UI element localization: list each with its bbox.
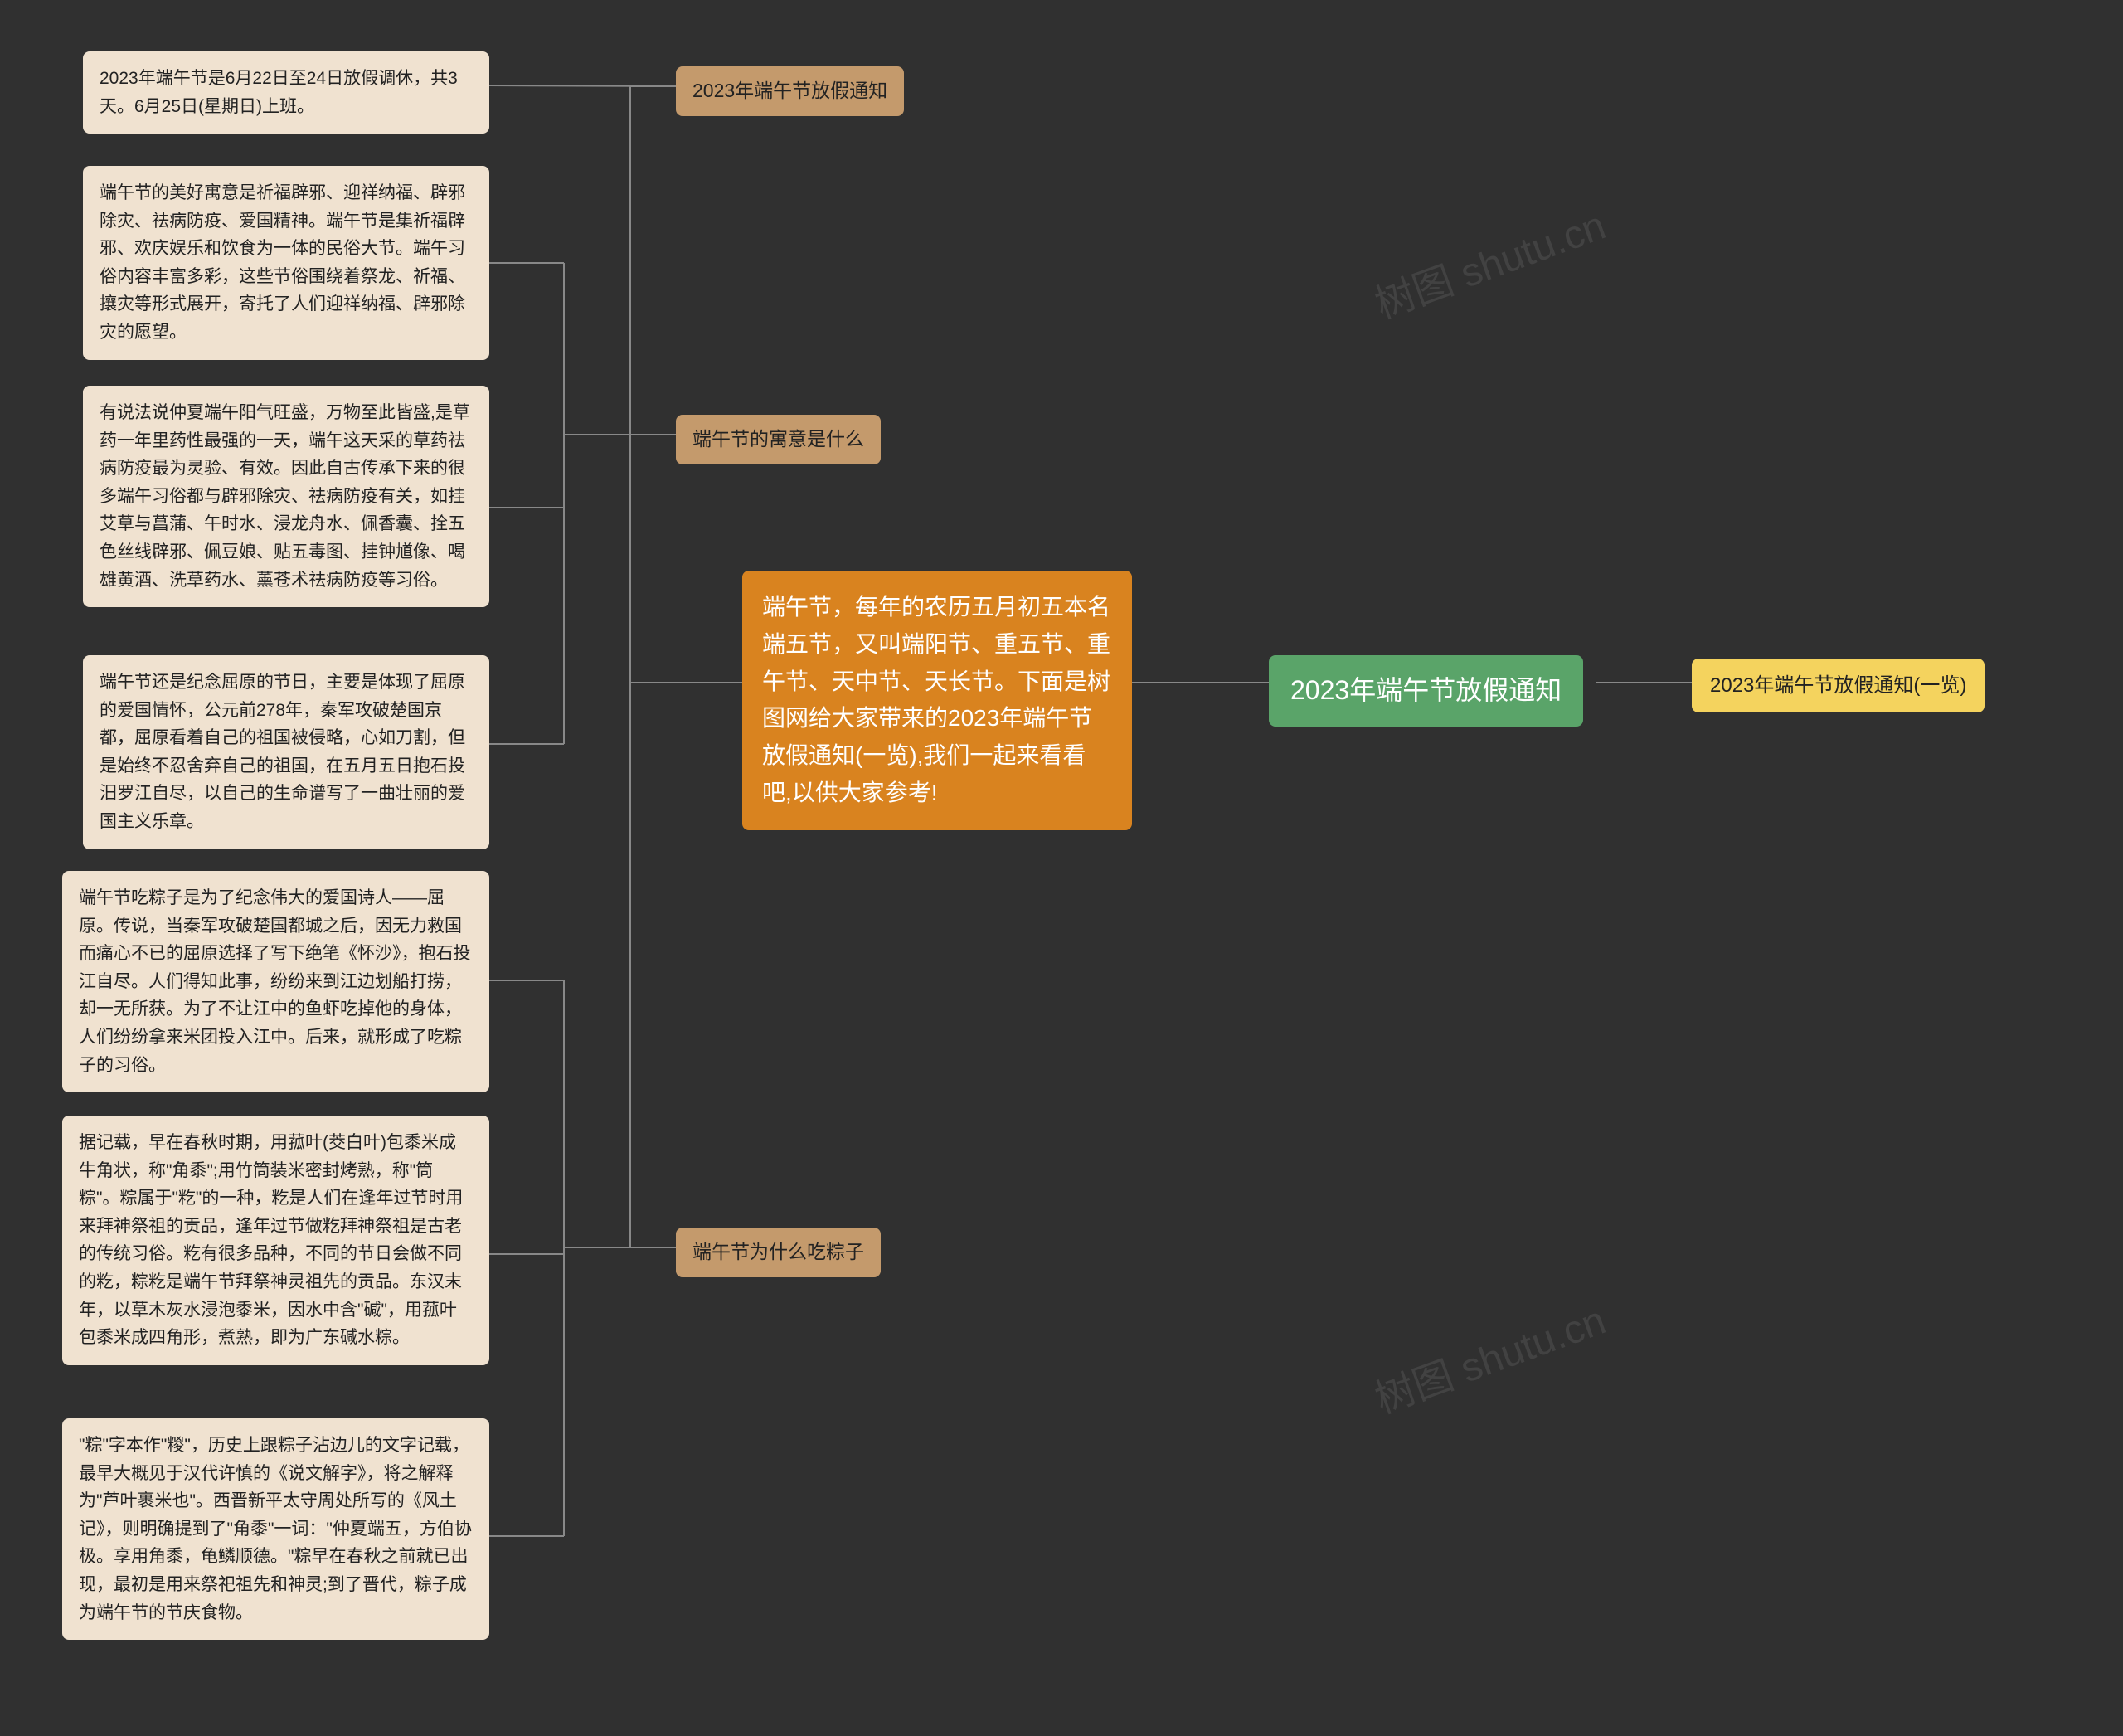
branch-b1-label[interactable]: 2023年端午节放假通知 [676, 66, 904, 116]
leaf-b1-0[interactable]: 2023年端午节是6月22日至24日放假调休，共3天。6月25日(星期日)上班。 [83, 51, 489, 134]
leaf-b3-0[interactable]: 端午节吃粽子是为了纪念伟大的爱国诗人——屈原。传说，当秦军攻破楚国都城之后，因无… [62, 871, 489, 1092]
watermark: 树图 shutu.cn [1366, 192, 1612, 329]
leaf-holiday-notice-list[interactable]: 2023年端午节放假通知(一览) [1692, 659, 1985, 712]
branch-b2-label[interactable]: 端午节的寓意是什么 [676, 415, 881, 464]
branch-b3-label[interactable]: 端午节为什么吃粽子 [676, 1228, 881, 1277]
leaf-b2-2[interactable]: 端午节还是纪念屈原的节日，主要是体现了屈原的爱国情怀，公元前278年，秦军攻破楚… [83, 655, 489, 849]
watermark: 树图 shutu.cn [1366, 1287, 1612, 1424]
root-node[interactable]: 端午节，每年的农历五月初五本名端五节，又叫端阳节、重五节、重午节、天中节、天长节… [742, 571, 1132, 830]
leaf-b3-2[interactable]: "粽"字本作"糉"，历史上跟粽子沾边儿的文字记载，最早大概见于汉代许慎的《说文解… [62, 1418, 489, 1640]
leaf-b2-0[interactable]: 端午节的美好寓意是祈福辟邪、迎祥纳福、辟邪除灾、祛病防疫、爱国精神。端午节是集祈… [83, 166, 489, 360]
leaf-b2-1[interactable]: 有说法说仲夏端午阳气旺盛，万物至此皆盛,是草药一年里药性最强的一天，端午这天采的… [83, 386, 489, 607]
leaf-b3-1[interactable]: 据记载，早在春秋时期，用菰叶(茭白叶)包黍米成牛角状，称"角黍";用竹筒装米密封… [62, 1116, 489, 1365]
branch-holiday-notice[interactable]: 2023年端午节放假通知 [1269, 655, 1583, 727]
